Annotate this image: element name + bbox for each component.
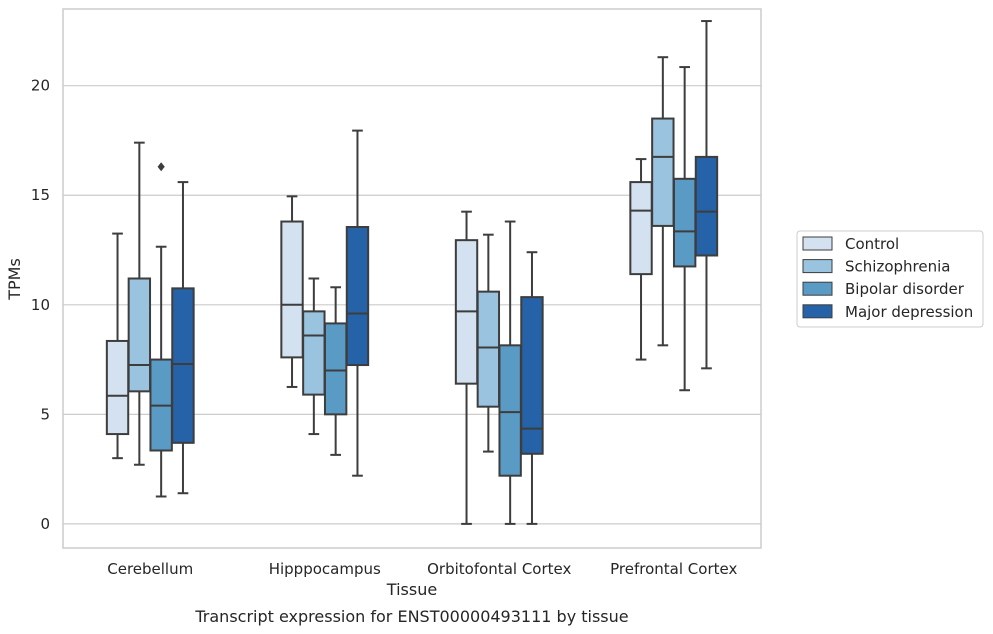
box-schizophrenia-3 — [651, 56, 675, 347]
y-tick-label: 10 — [31, 296, 50, 314]
box-bipolar-disorder-2 — [498, 220, 522, 525]
iqr-box — [476, 290, 501, 408]
iqr-box — [105, 339, 130, 436]
legend-label: Schizophrenia — [845, 258, 950, 276]
box-schizophrenia-0 — [127, 141, 152, 466]
chart-caption: Transcript expression for ENST0000049311… — [194, 607, 628, 626]
box-control-0 — [105, 232, 130, 460]
y-axis-title: TPMs — [5, 258, 24, 301]
y-tick-label: 20 — [31, 77, 50, 95]
box-schizophrenia-2 — [476, 233, 501, 453]
legend-swatch — [802, 259, 833, 274]
box-bipolar-disorder-3 — [672, 66, 697, 392]
box-major-depression-3 — [694, 20, 719, 370]
iqr-box — [127, 277, 152, 393]
x-tick-label: Prefrontal Cortex — [610, 560, 737, 578]
legend-label: Control — [845, 235, 899, 253]
iqr-box — [323, 322, 348, 416]
y-tick-label: 5 — [40, 405, 50, 423]
iqr-box — [280, 220, 304, 359]
legend-label: Bipolar disorder — [845, 280, 965, 298]
iqr-box — [694, 155, 719, 257]
x-tick-label: Orbitofontal Cortex — [427, 560, 571, 578]
iqr-box — [651, 117, 675, 227]
y-tick-labels: 0 5 10 15 20 — [31, 77, 50, 533]
iqr-box — [520, 296, 544, 455]
iqr-box — [498, 344, 522, 477]
box-major-depression-0 — [171, 181, 195, 495]
legend-frame — [796, 230, 984, 328]
box-control-3 — [629, 158, 653, 361]
box-major-depression-1 — [345, 129, 370, 477]
iqr-box — [302, 310, 326, 396]
box-control-1 — [280, 195, 304, 388]
x-tick-label: Cerebellum — [107, 560, 193, 578]
x-axis-title: Tissue — [386, 580, 437, 599]
legend-swatch — [802, 281, 833, 296]
legend-swatch — [802, 236, 833, 251]
iqr-box — [629, 181, 653, 276]
box-bipolar-disorder-1 — [323, 286, 348, 456]
box-control-2 — [454, 210, 479, 525]
outlier-point — [157, 162, 165, 172]
legend-label: Major depression — [845, 303, 973, 321]
plot-frame — [62, 8, 762, 549]
iqr-box — [345, 226, 370, 367]
legend-swatch — [802, 304, 833, 319]
boxes — [105, 20, 719, 525]
box-bipolar-disorder-0 — [149, 162, 173, 498]
box-major-depression-2 — [520, 251, 544, 525]
box-schizophrenia-1 — [302, 277, 326, 436]
iqr-box — [672, 177, 697, 268]
iqr-box — [171, 287, 195, 444]
y-tick-label: 0 — [40, 515, 50, 533]
y-tick-label: 15 — [31, 186, 50, 204]
x-tick-labels: Cerebellum Hipppocampus Orbitofontal Corte… — [107, 560, 737, 578]
x-tick-label: Hipppocampus — [269, 560, 381, 578]
legend: Control Schizophrenia Bipolar disorder Majo… — [796, 230, 984, 328]
